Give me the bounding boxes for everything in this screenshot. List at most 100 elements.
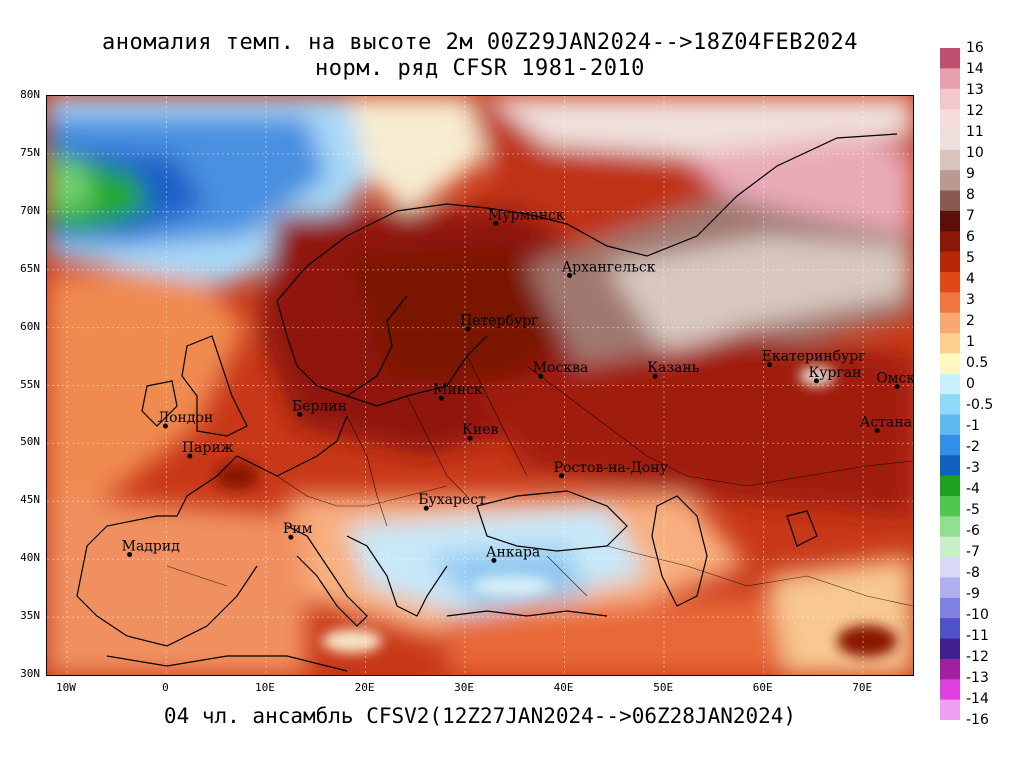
city-label: Петербург	[460, 313, 538, 329]
colorbar-swatch	[940, 129, 960, 151]
colorbar-level-label: 2	[966, 313, 975, 329]
colorbar-swatch	[940, 597, 960, 619]
city-marker	[493, 220, 499, 226]
city-label: Ростов-на-Дону	[554, 460, 669, 476]
colorbar-level-label: 7	[966, 208, 975, 224]
city-labels: Мурманск Архангельск Петербург Москва Казань…	[122, 207, 913, 563]
colorbar-swatch	[940, 312, 960, 334]
lon-tick-label: 70E	[852, 681, 873, 694]
city-label: Мурманск	[488, 207, 565, 223]
colorbar-level-label: 5	[966, 250, 975, 266]
colorbar-level-label: -14	[966, 691, 989, 707]
city-marker	[567, 272, 573, 278]
lon-tick-label: 0	[162, 681, 169, 694]
lat-tick-label: 70N	[20, 203, 40, 217]
lon-tick-label: 10W	[55, 681, 76, 694]
lat-tick-label: 80N	[20, 88, 40, 101]
colorbar-level-label: -9	[966, 586, 980, 602]
lon-tick-label: 40E	[553, 681, 574, 694]
colorbar-swatch	[940, 68, 960, 90]
lat-tick-label: 35N	[20, 609, 40, 623]
colorbar-swatch	[940, 434, 960, 456]
city-marker	[423, 505, 429, 511]
lat-tick-label: 55N	[20, 377, 40, 391]
coastlines	[76, 133, 898, 672]
colorbar-swatch	[940, 251, 960, 273]
colorbar-swatch	[940, 210, 960, 232]
anomaly-field	[47, 96, 913, 675]
lon-tick-label: 60E	[752, 681, 773, 694]
colorbar-level-label: 1	[966, 334, 975, 350]
city-label: Архангельск	[562, 259, 656, 275]
city-label: Мадрид	[122, 539, 181, 555]
colorbar-level-label: 3	[966, 292, 975, 308]
colorbar-level-label: -13	[966, 670, 989, 686]
colorbar-level-label: 16	[966, 40, 984, 56]
colorbar-swatch	[940, 679, 960, 701]
colorbar-swatch	[940, 88, 960, 110]
city-marker	[559, 473, 565, 479]
city-label: Казань	[647, 360, 699, 376]
city-marker	[874, 428, 880, 434]
colorbar-swatch	[940, 272, 960, 293]
city-marker	[297, 411, 303, 417]
city-marker	[491, 557, 497, 563]
city-label: Киев	[462, 422, 498, 438]
map-subtitle: норм. ряд CFSR 1981-2010	[315, 56, 645, 81]
colorbar-level-label: -7	[966, 544, 980, 560]
lon-tick-label: 30E	[454, 681, 474, 694]
city-label: Париж	[182, 440, 234, 456]
colorbar-swatch	[940, 516, 960, 538]
city-marker	[894, 384, 900, 390]
colorbar-level-label: 0	[966, 376, 975, 392]
colorbar-level-label: 6	[966, 229, 975, 245]
colorbar-level-label: -4	[966, 481, 980, 497]
colorbar-swatch	[940, 536, 960, 558]
colorbar-level-label: -2	[966, 439, 980, 455]
colorbar-swatch	[940, 699, 960, 720]
city-label: Омск	[876, 371, 913, 387]
city-label: Анкара	[486, 544, 540, 560]
colorbar-level-label: -0.5	[966, 397, 994, 413]
colorbar-swatch	[940, 373, 960, 395]
colorbar-level-label: -8	[966, 565, 980, 581]
lat-tick-label: 30N	[20, 667, 40, 680]
country-borders	[166, 355, 913, 607]
city-marker	[162, 423, 168, 429]
colorbar-swatch	[940, 109, 960, 130]
city-label: Екатеринбург	[762, 349, 866, 365]
colorbar-level-label: 12	[966, 103, 984, 119]
colorbar-swatch	[940, 557, 960, 578]
colorbar-level-label: -16	[966, 712, 989, 728]
city-label: Берлин	[292, 398, 347, 414]
lat-tick-label: 50N	[20, 435, 40, 449]
colorbar-level-label: -10	[966, 607, 989, 623]
colorbar-swatch	[940, 414, 960, 436]
graticule	[47, 96, 913, 675]
colorbar-level-label: 9	[966, 166, 975, 182]
colorbar-swatch	[940, 149, 960, 171]
colorbar-swatch	[940, 638, 960, 660]
colorbar-level-label: -3	[966, 460, 980, 476]
colorbar-swatch	[940, 170, 960, 192]
city-label: Рим	[283, 521, 313, 537]
city-marker	[538, 373, 544, 379]
lat-tick-label: 40N	[20, 551, 40, 565]
colorbar-swatch	[940, 190, 960, 212]
colorbar-level-label: 8	[966, 187, 975, 203]
lat-tick-label: 65N	[20, 261, 40, 275]
colorbar-swatch	[940, 231, 960, 253]
city-label: Лондон	[157, 410, 213, 426]
colorbar-swatch	[940, 48, 960, 69]
city-marker	[438, 395, 444, 401]
city-label: Минск	[433, 382, 483, 398]
ensemble-caption: 04 чл. ансамбль CFSV2(12Z27JAN2024-->06Z…	[163, 704, 797, 728]
city-marker	[465, 326, 471, 332]
colorbar-swatch	[940, 618, 960, 640]
city-marker	[813, 378, 819, 384]
anomaly-detail	[215, 366, 897, 657]
colorbar-level-label: -11	[966, 628, 989, 644]
colorbar-level-label: 14	[966, 61, 984, 77]
colorbar-level-label: -5	[966, 502, 980, 518]
colorbar-swatch	[940, 455, 960, 477]
